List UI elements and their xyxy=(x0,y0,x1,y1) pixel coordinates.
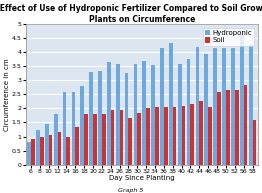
Bar xyxy=(93,114,97,165)
Bar xyxy=(160,48,164,165)
Bar xyxy=(146,108,150,165)
Bar xyxy=(244,85,247,165)
Bar xyxy=(116,64,119,165)
Bar xyxy=(119,110,123,165)
Bar xyxy=(199,102,203,165)
Bar xyxy=(111,110,114,165)
Bar xyxy=(235,90,238,165)
Bar xyxy=(164,107,168,165)
Bar xyxy=(128,118,132,165)
Bar xyxy=(143,61,146,165)
Bar xyxy=(213,48,217,165)
Bar xyxy=(169,43,173,165)
Bar xyxy=(217,92,221,165)
Bar xyxy=(134,64,137,165)
Bar xyxy=(151,65,155,165)
Bar xyxy=(190,104,194,165)
Bar xyxy=(253,120,256,165)
Text: Graph 5: Graph 5 xyxy=(118,188,144,193)
Bar xyxy=(49,135,52,165)
Bar xyxy=(155,107,159,165)
Bar xyxy=(80,86,84,165)
Bar xyxy=(40,136,43,165)
Bar xyxy=(75,127,79,165)
Legend: Hydroponic, Soil: Hydroponic, Soil xyxy=(203,28,254,46)
Bar xyxy=(57,132,61,165)
Bar xyxy=(182,106,185,165)
Bar xyxy=(187,59,190,165)
Bar xyxy=(84,114,88,165)
Y-axis label: Circumference in cm: Circumference in cm xyxy=(4,58,10,131)
Bar xyxy=(178,64,182,165)
Bar xyxy=(31,139,35,165)
Bar xyxy=(98,71,102,165)
Bar xyxy=(125,73,128,165)
Bar xyxy=(204,54,208,165)
Bar xyxy=(208,107,212,165)
Bar xyxy=(137,113,141,165)
Bar xyxy=(45,124,49,165)
Bar xyxy=(249,45,253,165)
Bar xyxy=(89,72,93,165)
Bar xyxy=(63,92,66,165)
Bar xyxy=(72,92,75,165)
X-axis label: Day Since Planting: Day Since Planting xyxy=(109,175,174,181)
Title: The Effect of Use of Hydroponic Fertilizer Compared to Soil Grown Tomato
Plants : The Effect of Use of Hydroponic Fertiliz… xyxy=(0,4,262,24)
Bar xyxy=(27,142,31,165)
Bar xyxy=(196,47,199,165)
Bar xyxy=(107,62,111,165)
Bar xyxy=(173,107,177,165)
Bar xyxy=(66,136,70,165)
Bar xyxy=(54,114,57,165)
Bar xyxy=(240,34,244,165)
Bar xyxy=(36,130,40,165)
Bar xyxy=(102,114,106,165)
Bar xyxy=(231,48,235,165)
Bar xyxy=(222,48,226,165)
Bar xyxy=(226,90,230,165)
